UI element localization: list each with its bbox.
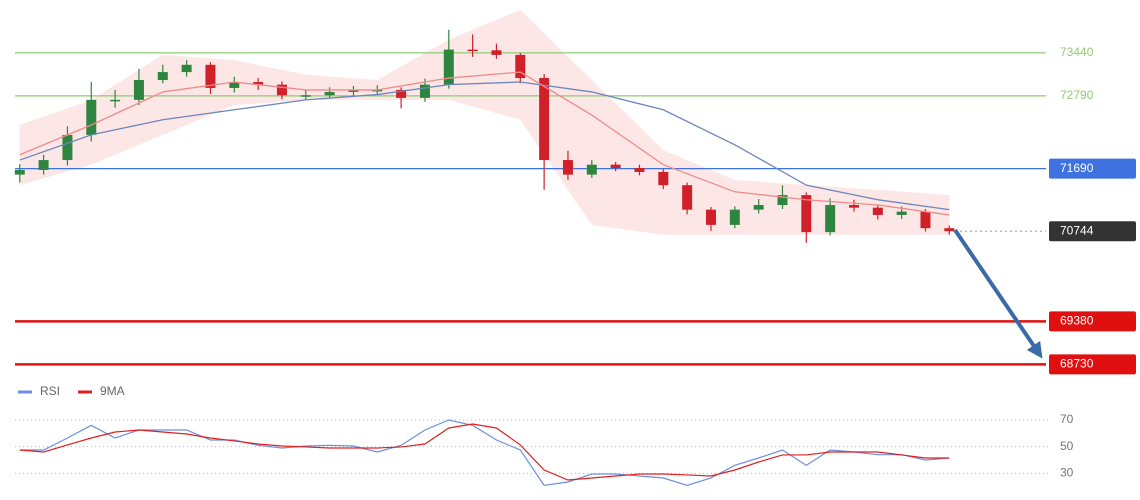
rsi-panel: 30 50 70 RSI 9MA <box>15 384 1074 486</box>
candle-body <box>539 78 550 161</box>
legend-label: 9MA <box>100 384 125 398</box>
level-label: 73440 <box>1060 45 1094 59</box>
candle-body <box>443 49 454 85</box>
candle-body <box>157 72 168 81</box>
candle-body <box>38 160 49 170</box>
candle-body <box>753 205 764 210</box>
level-label-box <box>1049 221 1136 242</box>
price-panel: 73440 72790 71690 70744 69380 68730 <box>14 9 1136 375</box>
level-label-box <box>1049 311 1136 332</box>
series-line <box>19 419 950 486</box>
candle-body <box>300 95 311 97</box>
candle-body <box>515 54 526 79</box>
candle-body <box>944 228 955 232</box>
candle-body <box>62 134 73 161</box>
candle-body <box>562 160 573 175</box>
candle-body <box>229 82 240 88</box>
y-tick-label: 50 <box>1060 439 1074 453</box>
candle-body <box>586 164 597 175</box>
candle-body <box>920 211 931 229</box>
series-line <box>19 423 950 481</box>
candle-body <box>801 195 812 233</box>
candle-body <box>896 211 907 215</box>
candle-body <box>86 99 97 135</box>
candle-body <box>253 82 264 85</box>
candle-body <box>110 99 121 102</box>
candle-body <box>348 89 359 92</box>
legend-label: RSI <box>40 384 60 398</box>
candle-body <box>658 171 669 186</box>
candle-body <box>324 91 335 96</box>
candle-body <box>372 89 383 92</box>
candle-body <box>872 207 883 215</box>
candle-body <box>467 49 478 52</box>
moving-average <box>19 71 950 216</box>
forecast-arrow <box>953 228 1043 359</box>
candle-body <box>825 205 836 233</box>
level-label-box <box>1049 354 1136 375</box>
candle-body <box>276 84 287 96</box>
candle-body <box>610 164 621 168</box>
candle-body <box>491 50 502 55</box>
bollinger-band <box>19 9 950 235</box>
level-label: 72790 <box>1060 88 1094 102</box>
candle-body <box>729 209 740 225</box>
candle-body <box>181 64 192 73</box>
candle-body <box>133 80 144 100</box>
candle-body <box>848 205 859 208</box>
level-label: 70744 <box>1060 223 1094 237</box>
candle-body <box>396 89 407 98</box>
candle-body <box>682 185 693 210</box>
level-label: 69380 <box>1060 314 1094 328</box>
moving-average <box>19 81 950 211</box>
candle-body <box>634 167 645 172</box>
y-tick-label: 30 <box>1060 466 1074 480</box>
level-label: 68730 <box>1060 357 1094 371</box>
candle-body <box>705 209 716 225</box>
level-label-box <box>1049 158 1136 179</box>
candle-body <box>777 195 788 206</box>
level-label: 71690 <box>1060 161 1094 175</box>
candle-body <box>205 64 216 88</box>
candle-body <box>419 84 430 98</box>
candle-body <box>14 169 25 175</box>
y-tick-label: 70 <box>1060 412 1074 426</box>
